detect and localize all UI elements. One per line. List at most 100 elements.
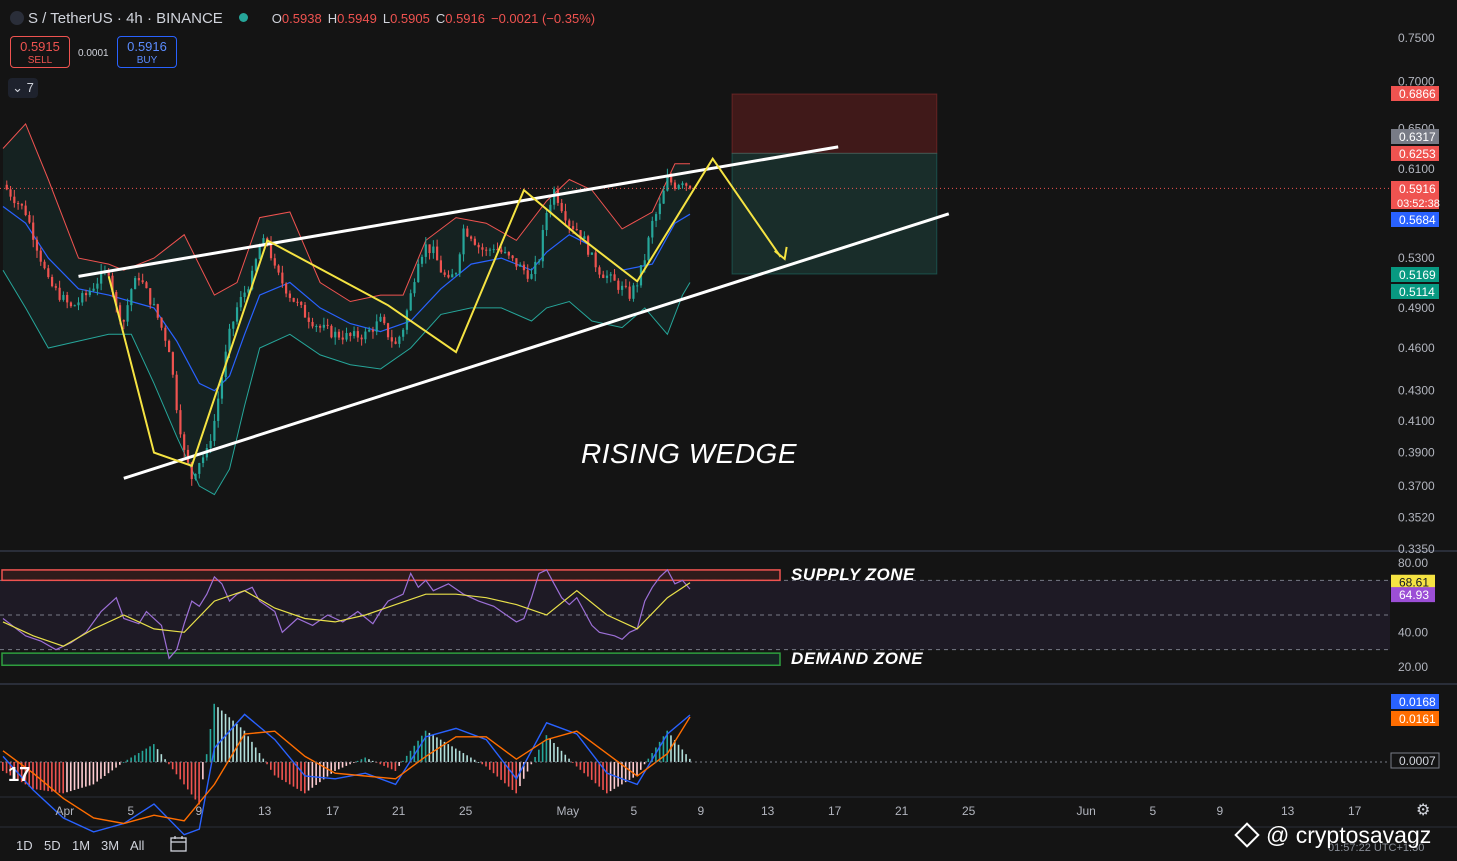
macd-histogram-bar bbox=[96, 762, 98, 782]
macd-histogram-bar bbox=[609, 762, 612, 792]
macd-histogram-bar bbox=[164, 759, 166, 762]
macd-histogram-bar bbox=[277, 762, 280, 778]
macd-histogram-bar bbox=[5, 762, 8, 774]
candle-body bbox=[439, 260, 442, 273]
buy-price: 0.5916 bbox=[127, 39, 167, 54]
candle-body bbox=[73, 305, 76, 307]
candle-body bbox=[130, 289, 133, 306]
y-tick-label: 0.3520 bbox=[1398, 511, 1435, 525]
candle-body bbox=[273, 258, 276, 266]
x-tick-label: 25 bbox=[962, 804, 976, 818]
rsi-y-tick: 80.00 bbox=[1398, 556, 1428, 570]
timeframe-3m[interactable]: 3M bbox=[101, 838, 120, 853]
candle-body bbox=[413, 282, 416, 294]
settings-gear-icon[interactable]: ⚙ bbox=[1416, 802, 1431, 819]
price-tag bbox=[1391, 212, 1439, 227]
macd-histogram-bar bbox=[24, 762, 27, 785]
candle-body bbox=[390, 337, 393, 342]
macd-histogram-bar bbox=[621, 762, 623, 785]
macd-histogram-bar bbox=[47, 762, 49, 792]
y-tick-label: 0.4600 bbox=[1398, 341, 1435, 355]
macd-histogram-bar bbox=[424, 730, 427, 762]
price-tag-label: 0.6253 bbox=[1399, 147, 1436, 161]
candle-body bbox=[152, 304, 156, 306]
calendar-icon[interactable] bbox=[170, 835, 188, 853]
x-tick-label: 17 bbox=[1348, 804, 1362, 818]
y-tick-label: 0.7500 bbox=[1398, 31, 1435, 45]
candle-body bbox=[583, 236, 586, 239]
macd-histogram-bar bbox=[62, 762, 64, 794]
macd-histogram-bar bbox=[617, 762, 619, 787]
clock-readout: 01:57:22 UTC+1:30 bbox=[1328, 842, 1425, 854]
candle-body bbox=[432, 246, 435, 254]
macd-histogram-bar bbox=[560, 750, 563, 762]
macd-histogram-bar bbox=[107, 762, 110, 774]
sell-button[interactable]: 0.5915 SELL bbox=[10, 36, 70, 68]
timeframe-all[interactable]: All bbox=[130, 838, 145, 853]
bollinger-basis-line bbox=[2, 206, 691, 392]
timeframe-5d[interactable]: 5D bbox=[44, 838, 61, 853]
macd-histogram-bar bbox=[186, 762, 189, 790]
macd-histogram-bar bbox=[443, 741, 446, 762]
macd-histogram-bar bbox=[66, 762, 68, 793]
macd-histogram-bar bbox=[88, 762, 91, 786]
candle-body bbox=[383, 316, 386, 324]
candle-body bbox=[549, 204, 552, 213]
x-tick-label: May bbox=[557, 804, 580, 818]
macd-histogram-bar bbox=[171, 762, 174, 770]
macd-histogram-bar bbox=[43, 762, 46, 791]
candle-body bbox=[201, 457, 205, 464]
macd-histogram-bar bbox=[394, 762, 397, 771]
macd-histogram-bar bbox=[379, 762, 382, 765]
macd-histogram-bar bbox=[496, 762, 499, 777]
close-value: 0.5916 bbox=[445, 11, 485, 26]
x-tick-label: 17 bbox=[828, 804, 842, 818]
candle-body bbox=[587, 236, 590, 255]
macd-histogram-bar bbox=[345, 762, 348, 766]
candle-body bbox=[662, 190, 665, 204]
wedge-upper-trendline bbox=[78, 145, 839, 278]
candle-body bbox=[43, 261, 46, 269]
candle-body bbox=[507, 251, 510, 256]
macd-histogram-bar bbox=[485, 762, 487, 767]
candle-body bbox=[134, 278, 137, 290]
y-tick-label: 0.4300 bbox=[1398, 384, 1435, 398]
indicators-toggle-button[interactable]: ⌄ 7 bbox=[8, 78, 38, 98]
macd-histogram-bar bbox=[251, 741, 253, 762]
candle-body bbox=[371, 329, 375, 332]
candle-body bbox=[511, 255, 514, 259]
candle-body bbox=[62, 294, 65, 300]
candle-body bbox=[281, 272, 284, 284]
price-tag-label: 0.5916 bbox=[1399, 182, 1436, 196]
symbol-title[interactable]: S / TetherUS · 4h · BINANCE bbox=[28, 10, 223, 27]
candle-body bbox=[277, 265, 280, 273]
rising-wedge-label: RISING WEDGE bbox=[581, 438, 798, 469]
x-tick-label: 9 bbox=[1217, 804, 1224, 818]
macd-histogram-bar bbox=[636, 762, 638, 776]
price-tag bbox=[1391, 86, 1439, 101]
y-tick-label: 0.7000 bbox=[1398, 75, 1435, 89]
candle-body bbox=[168, 340, 171, 353]
candle-body bbox=[609, 274, 612, 276]
candle-body bbox=[262, 238, 265, 246]
macd-histogram-bar bbox=[594, 762, 597, 784]
rsi-tag-label: 64.93 bbox=[1399, 588, 1429, 602]
candle-body bbox=[560, 202, 563, 212]
timeframe-1d[interactable]: 1D bbox=[16, 838, 33, 853]
candle-body bbox=[122, 320, 125, 322]
candle-body bbox=[526, 270, 529, 279]
rsi-ma-tag-label: 68.61 bbox=[1399, 576, 1429, 590]
change-value: −0.0021 (−0.35%) bbox=[491, 11, 596, 26]
candle-body bbox=[232, 321, 235, 329]
candle-body bbox=[254, 259, 258, 271]
candle-body bbox=[651, 220, 654, 238]
buy-button[interactable]: 0.5916 BUY bbox=[117, 36, 177, 68]
timeframe-1m[interactable]: 1M bbox=[72, 838, 91, 853]
candle-body bbox=[77, 302, 80, 306]
candle-body bbox=[375, 321, 378, 332]
macd-histogram-bar bbox=[28, 762, 31, 787]
stop-loss-zone bbox=[731, 93, 938, 154]
macd-histogram-bar bbox=[160, 754, 163, 762]
hist-tag-label: 0.0007 bbox=[1399, 754, 1436, 768]
